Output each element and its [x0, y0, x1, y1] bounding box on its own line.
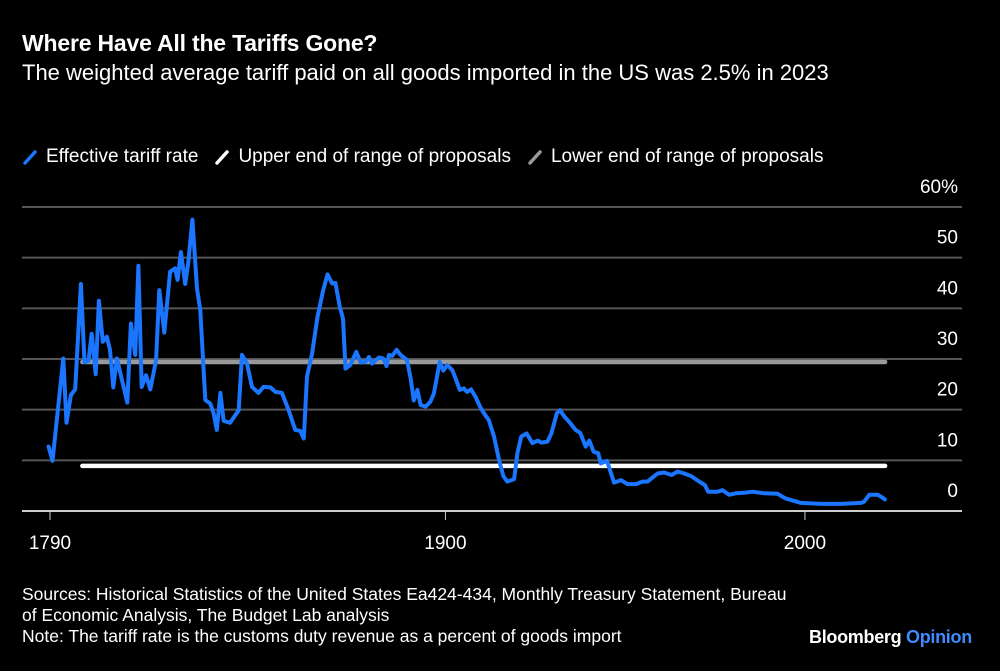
- y-axis-labels: 0 10 20 30 40 50 60%: [920, 177, 958, 502]
- bloomberg-opinion-logo: Bloomberg Opinion: [809, 627, 972, 648]
- legend-swatch-blue-icon: [23, 150, 37, 165]
- footer: Sources: Historical Statistics of the Un…: [22, 584, 802, 647]
- series-line-effective-tariff-rate: [46, 217, 887, 506]
- x-tick-label: 1790: [29, 533, 71, 554]
- y-tick-label: 10: [937, 430, 958, 451]
- y-tick-label: 30: [937, 329, 958, 350]
- logo-section: Opinion: [906, 627, 972, 647]
- legend-item-upper: Upper end of range of proposals: [214, 146, 511, 168]
- legend-swatch-white-icon: [215, 150, 230, 165]
- x-tick-label: 1900: [424, 533, 466, 554]
- series-lines: [46, 217, 888, 506]
- legend-label: Lower end of range of proposals: [550, 146, 824, 167]
- x-tick-label: 2000: [784, 533, 826, 554]
- y-tick-label: 40: [937, 278, 958, 299]
- chart-subtitle: The weighted average tariff paid on all …: [22, 60, 829, 85]
- y-tick-label: 20: [937, 380, 958, 401]
- legend-swatch-gray-icon: [528, 150, 542, 165]
- legend-item-effective: Effective tariff rate: [22, 146, 198, 168]
- y-tick-label: 50: [937, 228, 958, 249]
- note-text: Note: The tariff rate is the customs dut…: [22, 626, 622, 646]
- y-tick-label: 0: [947, 481, 958, 502]
- legend: Effective tariff rate Upper end of range…: [22, 146, 823, 168]
- y-tick-label: 60%: [920, 177, 958, 198]
- logo-brand: Bloomberg: [809, 627, 902, 647]
- x-axis: 1790 1900 2000: [22, 510, 962, 554]
- chart-title: Where Have All the Tariffs Gone?: [22, 30, 378, 56]
- sources-text: Sources: Historical Statistics of the Un…: [22, 584, 787, 625]
- legend-label: Upper end of range of proposals: [238, 146, 511, 167]
- legend-label: Effective tariff rate: [46, 146, 199, 167]
- legend-item-lower: Lower end of range of proposals: [527, 146, 824, 168]
